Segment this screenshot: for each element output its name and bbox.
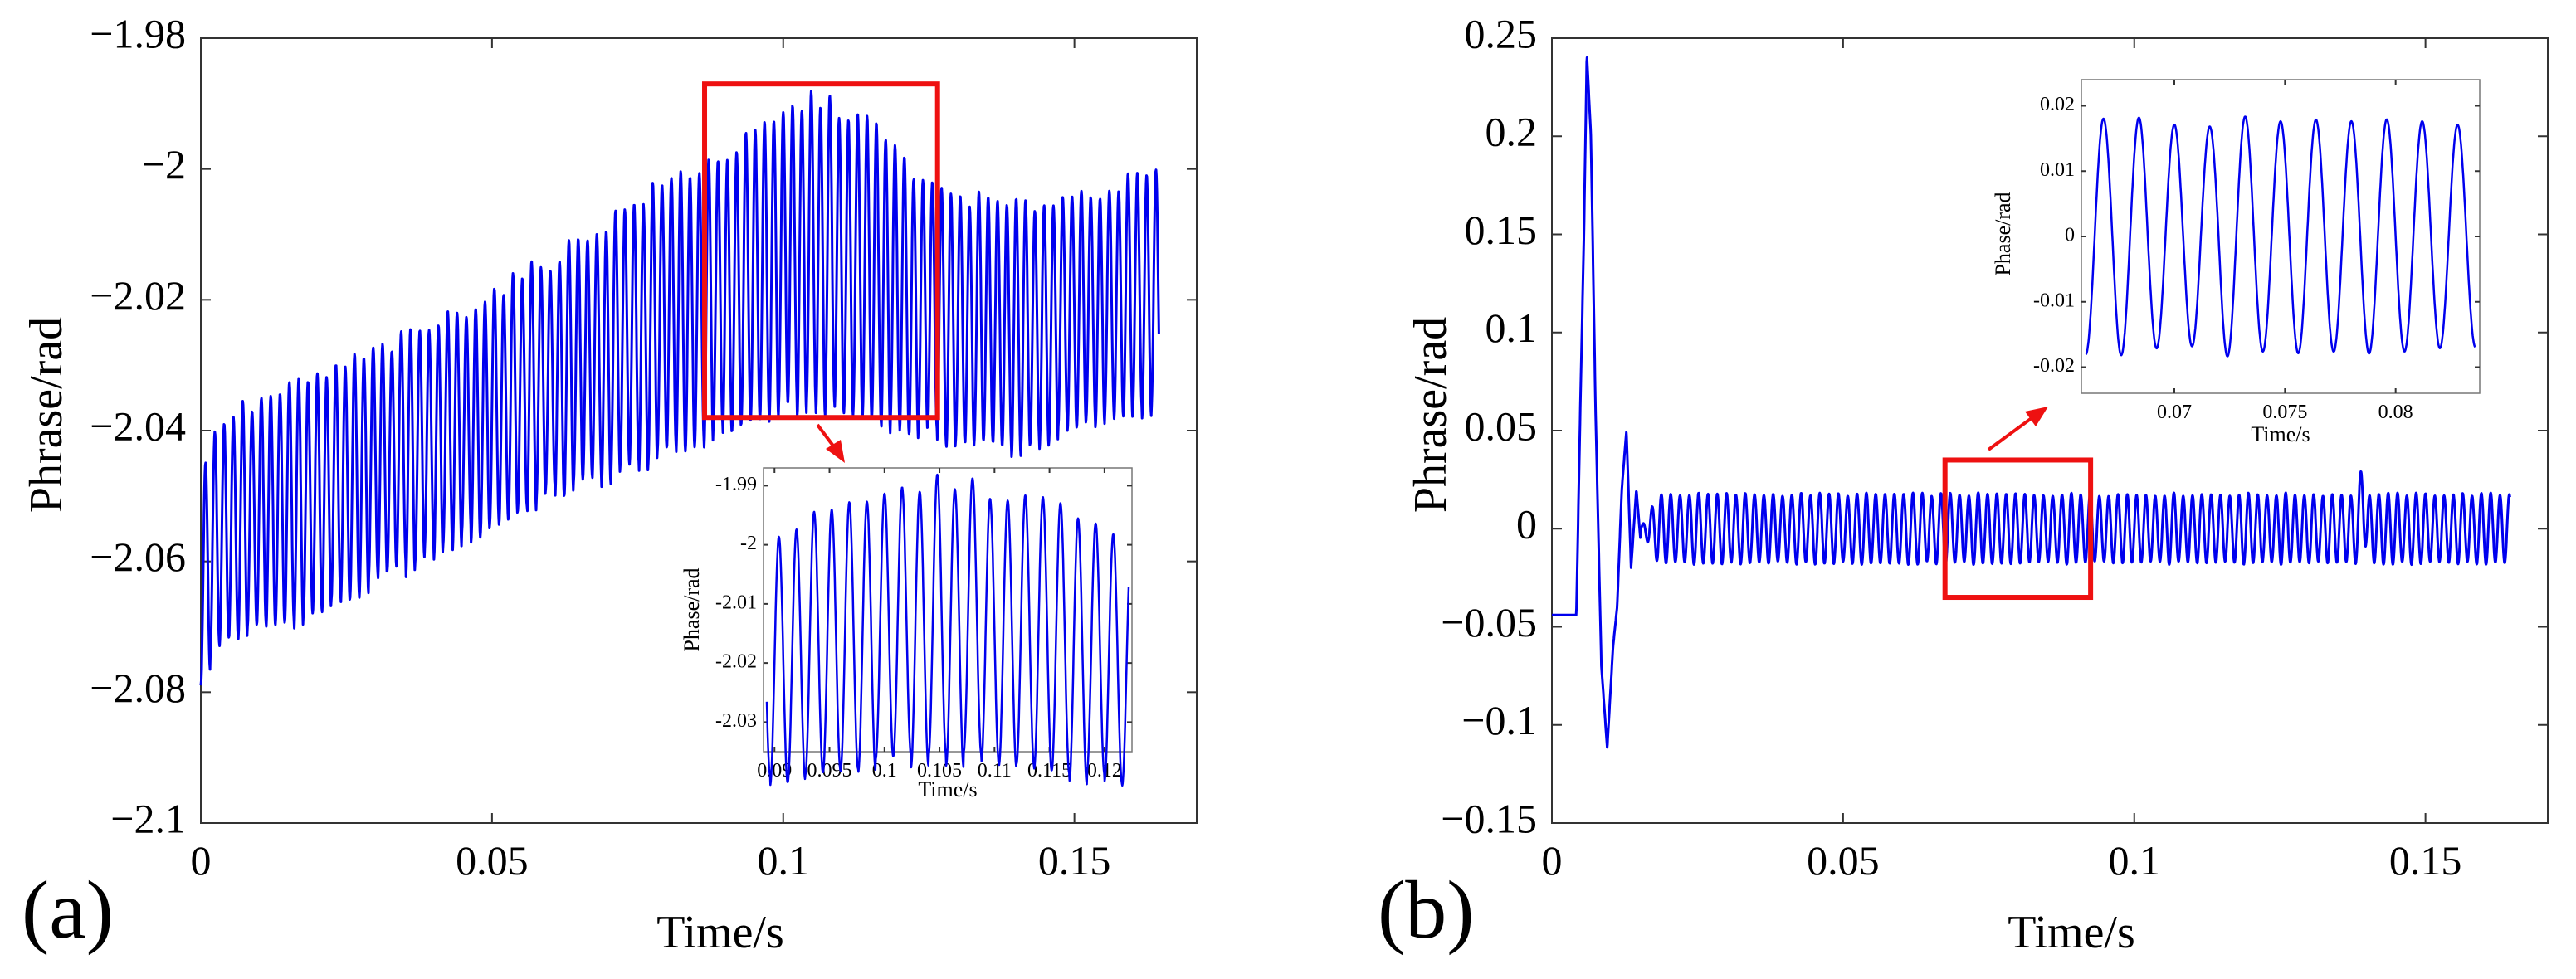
panel-b-ytick-label: −0.1 — [1461, 697, 1537, 743]
panel-b-inset-xlabel: Time/s — [2251, 422, 2310, 446]
panel-a-inset-ytick-label: -2.01 — [715, 592, 757, 613]
panel-b-inset-ytick-label: 0 — [2065, 225, 2075, 246]
panel-b-xtick-label: 0 — [1542, 837, 1563, 884]
panel-b-label: (b) — [1378, 864, 1475, 956]
panel-a-inset: -2.03-2.02-2.01-2-1.99 0.09 0.095 0.1 0.105… — [680, 467, 1133, 801]
panel-a-ylabel: Phrase/rad — [21, 317, 72, 513]
panel-a-phase-trace — [199, 90, 1160, 686]
panel-a-inset-ylabel: Phase/rad — [680, 567, 704, 651]
panel-b-inset-xtick-label: 0.075 — [2262, 402, 2307, 423]
panel-a-zoom-arrow — [816, 423, 845, 463]
panel-b-x-ticks: 0 0.05 0.1 0.15 — [1542, 38, 2462, 884]
panel-a-inset-y-ticks: -2.03 -2.02 -2.01 -2 -1.99 — [715, 474, 1132, 732]
panel-b-ytick-label: 0.2 — [1486, 109, 1538, 155]
panel-b-phase-trace — [1550, 56, 2511, 749]
panel-b-ytick-label: 0.05 — [1465, 402, 1538, 449]
panel-b-ytick-label: −0.15 — [1441, 795, 1537, 841]
panel-a-inset-xtick-label: 0.105 — [917, 760, 962, 782]
panel-a-xlabel: Time/s — [656, 907, 784, 958]
panel-a-inset-ytick-label: -2 — [740, 533, 757, 554]
panel-a-xtick-label: 0.05 — [456, 837, 529, 884]
panel-a-ytick-label: −2.02 — [90, 272, 186, 319]
panel-a-inset-xlabel: Time/s — [918, 777, 977, 801]
panel-a-x-ticks: 0 0.05 0.1 0.15 — [191, 38, 1111, 884]
panel-a-inset-ytick-label: -1.99 — [715, 474, 757, 495]
panel-a-label: (a) — [22, 864, 114, 956]
panel-a-ytick-label: −2.06 — [90, 533, 186, 580]
panel-b-zoom-arrow — [1987, 407, 2048, 451]
panel-b-inset-xtick-label: 0.08 — [2378, 402, 2413, 423]
panel-b-inset-xtick-label: 0.07 — [2157, 402, 2192, 423]
panel-b-ytick-label: 0.15 — [1465, 207, 1538, 253]
panel-a-ytick-label: −1.98 — [90, 10, 186, 56]
panel-a-inset-ytick-label: -2.03 — [715, 710, 757, 732]
panel-b-ytick-label: 0.25 — [1465, 10, 1538, 56]
panel-a-ytick-label: −2.08 — [90, 665, 186, 711]
panel-b-xtick-label: 0.15 — [2389, 837, 2462, 884]
panel-a: −2.1 −2.08 −2.06 −2.04 −2.02 −2 −1.98 0 0.05 0.1… — [21, 10, 1198, 958]
panel-b-xlabel: Time/s — [2008, 907, 2135, 958]
panel-a-inset-ytick-label: -2.02 — [715, 651, 757, 673]
panel-b-zoom-box — [1942, 457, 2094, 601]
panel-a-ytick-label: −2.1 — [110, 795, 186, 841]
panel-a-xtick-label: 0.15 — [1038, 837, 1111, 884]
panel-b-inset-ytick-label: -0.02 — [2033, 355, 2075, 377]
panel-a-zoom-box — [702, 81, 940, 421]
panel-b-inset-ytick-label: 0.01 — [2040, 159, 2075, 181]
panel-a-ytick-label: −2.04 — [90, 402, 186, 449]
panel-b-ytick-label: 0.1 — [1486, 304, 1538, 351]
panel-b-y-ticks: −0.15 −0.1 −0.05 0 0.05 0.1 0.15 0.2 0.25 — [1441, 10, 2548, 841]
panel-b-inset-ytick-label: -0.01 — [2033, 290, 2075, 311]
panel-b-inset-trace — [2085, 115, 2476, 358]
panel-a-inset-x-ticks: 0.09 0.095 0.1 0.105 0.11 0.115 0.12 — [757, 468, 1122, 782]
panel-b-xtick-label: 0.05 — [1807, 837, 1880, 884]
panel-a-xtick-label: 0.1 — [758, 837, 810, 884]
panel-b-inset: -0.02 -0.01 0 0.01 0.02 0.07 0.075 0.08 Time/s… — [1991, 79, 2481, 446]
panel-a-inset-xtick-label: 0.11 — [978, 760, 1012, 782]
panel-a-inset-xtick-label: 0.095 — [807, 760, 852, 782]
panel-b-inset-y-ticks: -0.02 -0.01 0 0.01 0.02 — [2033, 94, 2480, 377]
panel-a-y-ticks: −2.1 −2.08 −2.06 −2.04 −2.02 −2 −1.98 — [90, 10, 1197, 841]
panel-b-ylabel: Phrase/rad — [1405, 317, 1456, 513]
panel-b-ytick-label: −0.05 — [1441, 599, 1537, 645]
panel-b-inset-ylabel: Phase/rad — [1991, 192, 2015, 275]
panel-b-ytick-label: 0 — [1516, 501, 1537, 548]
panel-a-xtick-label: 0 — [191, 837, 212, 884]
panel-a-ytick-label: −2 — [142, 141, 186, 188]
panel-b-inset-ytick-label: 0.02 — [2040, 94, 2075, 115]
panel-a-inset-trace — [765, 473, 1130, 787]
panel-b-inset-x-ticks: 0.07 0.075 0.08 — [2157, 80, 2413, 423]
panel-b-xtick-label: 0.1 — [2109, 837, 2161, 884]
